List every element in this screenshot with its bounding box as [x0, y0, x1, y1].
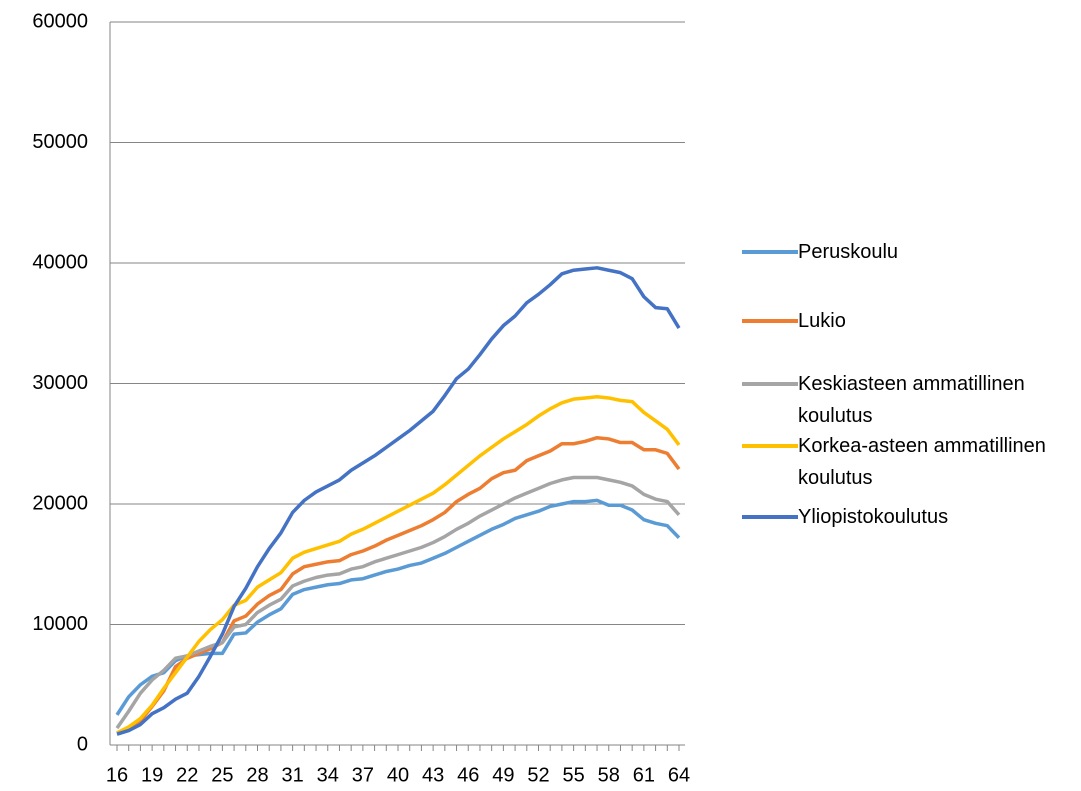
y-tick-label: 50000	[32, 131, 88, 153]
x-tick-label: 34	[317, 764, 339, 786]
legend-label: Peruskoulu	[798, 241, 899, 263]
x-tick-label: 40	[387, 764, 409, 786]
x-tick-label: 61	[633, 764, 655, 786]
y-tick-label: 40000	[32, 251, 88, 273]
legend-label: Keskiasteen ammatillinen koulutus	[798, 373, 1025, 427]
legend-label: Lukio	[798, 310, 846, 332]
x-tick-label: 46	[457, 764, 479, 786]
x-tick-label: 52	[527, 764, 549, 786]
y-tick-label: 20000	[32, 492, 88, 514]
legend-swatch	[742, 319, 798, 323]
series-line	[116, 266, 681, 736]
legend-entry: Yliopistokoulutus	[742, 501, 1081, 533]
legend-swatch	[742, 250, 798, 254]
legend-label: Yliopistokoulutus	[798, 506, 949, 528]
y-tick-label: 60000	[32, 10, 88, 32]
x-tick-label: 16	[106, 764, 128, 786]
x-tick-label: 58	[598, 764, 620, 786]
x-tick-label: 25	[211, 764, 233, 786]
legend-swatch	[742, 382, 798, 386]
legend-entry: Peruskoulu	[742, 236, 1081, 268]
legend-entry: Lukio	[742, 305, 1081, 337]
legend-entry: Korkea-asteen ammatillinen koulutus	[742, 430, 1081, 494]
y-tick-label: 0	[77, 733, 88, 755]
legend-entry: Keskiasteen ammatillinen koulutus	[742, 368, 1081, 432]
x-tick-label: 37	[352, 764, 374, 786]
legend-swatch	[742, 444, 798, 448]
x-tick-label: 28	[246, 764, 268, 786]
x-tick-label: 43	[422, 764, 444, 786]
series-line	[116, 395, 681, 735]
x-tick-label: 49	[492, 764, 514, 786]
y-tick-label: 30000	[32, 372, 88, 394]
y-tick-label: 10000	[32, 613, 88, 635]
legend-swatch	[742, 515, 798, 519]
x-tick-label: 31	[282, 764, 304, 786]
x-tick-label: 19	[141, 764, 163, 786]
series-line	[115, 498, 681, 716]
x-tick-label: 64	[668, 764, 690, 786]
x-tick-label: 22	[176, 764, 198, 786]
legend-label: Korkea-asteen ammatillinen koulutus	[798, 435, 1046, 489]
x-tick-label: 55	[563, 764, 585, 786]
series-line	[116, 435, 681, 735]
series-line	[115, 475, 681, 730]
